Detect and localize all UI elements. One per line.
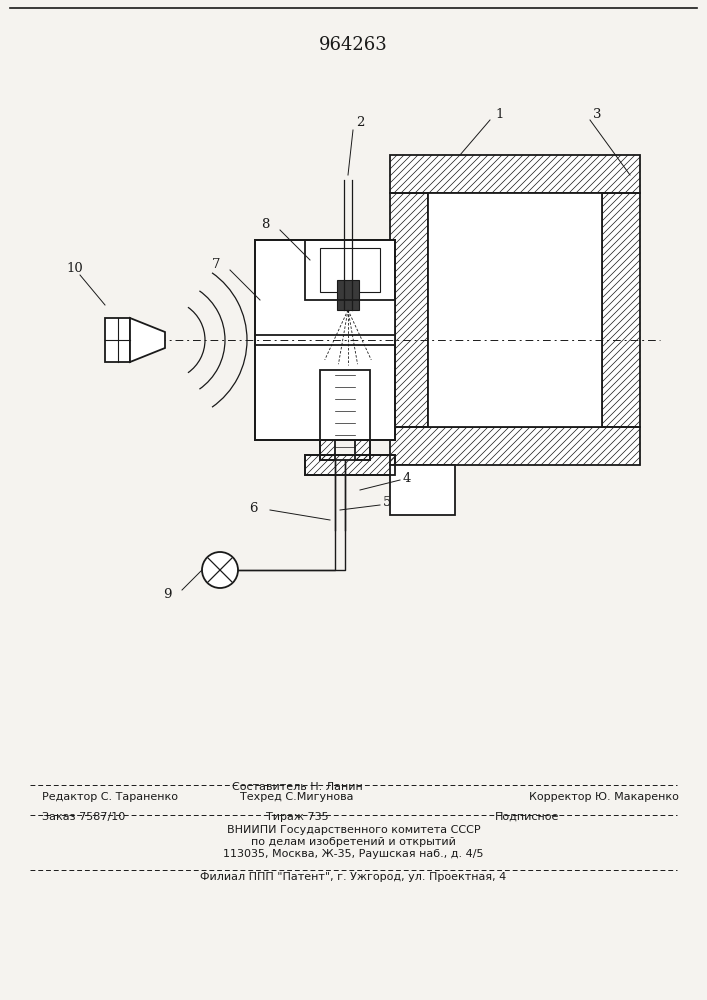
Bar [305,455,395,475]
Bar [390,427,640,465]
Bar [390,193,428,427]
Bar [355,370,370,460]
Bar [390,427,640,465]
Bar [390,155,640,193]
Bar [255,240,395,440]
Text: Редактор С. Тараненко: Редактор С. Тараненко [42,792,178,802]
Text: по делам изобретений и открытий: по делам изобретений и открытий [251,837,456,847]
Bar [428,193,602,427]
Text: ВНИИПИ Государственного комитета СССР: ВНИИПИ Государственного комитета СССР [227,825,480,835]
Text: 8: 8 [262,219,270,232]
Text: Составитель Н. Ланин: Составитель Н. Ланин [232,782,362,792]
Text: 6: 6 [250,502,258,514]
Bar [305,240,395,300]
Bar [305,455,395,475]
Bar [602,193,640,427]
Text: 964263: 964263 [319,36,387,54]
Text: 7: 7 [211,258,220,271]
Bar [305,240,395,300]
Bar [320,370,335,460]
Bar [255,240,395,440]
Bar [390,193,428,427]
Bar [602,193,640,427]
Text: 3: 3 [593,108,602,121]
Polygon shape [130,318,165,362]
Bar [390,155,640,193]
Text: 10: 10 [66,261,83,274]
Bar [255,410,395,440]
Text: 5: 5 [383,496,392,510]
Bar [255,240,395,270]
Text: 2: 2 [356,115,364,128]
Bar [255,410,395,440]
Text: Тираж 735: Тираж 735 [266,812,328,822]
Bar [305,455,395,475]
Bar [337,280,359,310]
Bar [255,240,395,270]
Bar [105,318,130,362]
Text: 4: 4 [403,472,411,485]
Text: Заказ 7587/10: Заказ 7587/10 [42,812,126,822]
Bar [285,270,395,340]
Bar [320,370,335,460]
Text: Корректор Ю. Макаренко: Корректор Ю. Макаренко [529,792,679,802]
Bar [390,465,455,515]
Text: Техред С.Мигунова: Техред С.Мигунова [240,792,354,802]
Text: 113035, Москва, Ж-35, Раушская наб., д. 4/5: 113035, Москва, Ж-35, Раушская наб., д. … [223,849,484,859]
Text: 1: 1 [495,108,503,121]
Text: Филиал ППП "Патент", г. Ужгород, ул. Проектная, 4: Филиал ППП "Патент", г. Ужгород, ул. Про… [200,872,507,882]
Bar [355,370,370,460]
Bar [320,248,380,292]
Circle shape [202,552,238,588]
Bar [320,370,370,460]
Text: Подписное: Подписное [495,812,559,822]
Text: 9: 9 [163,588,172,601]
Bar [305,240,395,300]
